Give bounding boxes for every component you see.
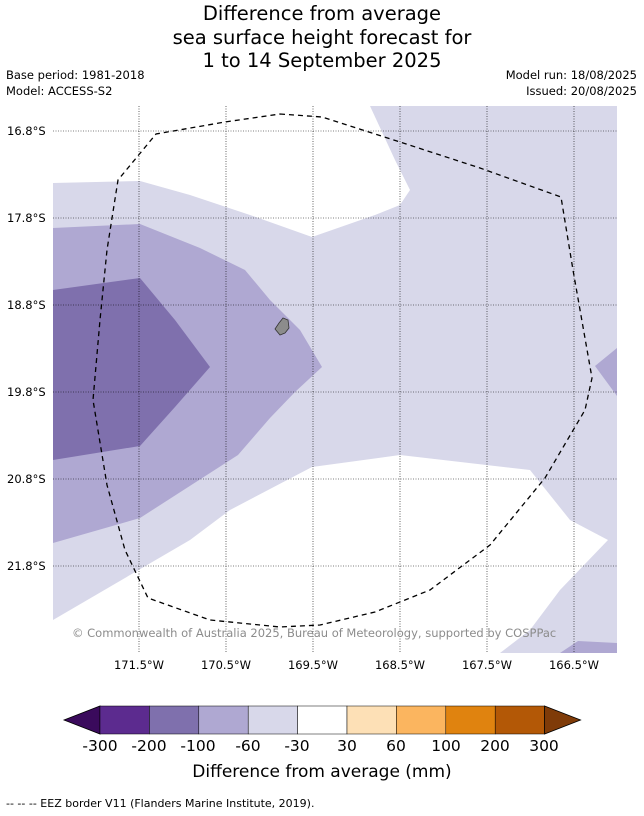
lat-label: 17.8°S: [7, 211, 46, 225]
colorbar-tick: -200: [131, 737, 167, 755]
base-period: Base period: 1981-2018: [6, 68, 145, 82]
map-gridlines: [53, 106, 617, 653]
colorbar-tick: 300: [529, 737, 559, 755]
lon-label: 166.5°W: [548, 658, 600, 672]
lat-label: 21.8°S: [7, 559, 46, 573]
model-name: Model: ACCESS-S2: [6, 84, 113, 98]
colorbar-label: Difference from average (mm): [192, 762, 452, 782]
title-line-2: sea surface height forecast for: [172, 25, 472, 49]
colorbar-tick: -60: [235, 737, 261, 755]
contour-minus-100-to-200: [53, 278, 210, 460]
contour-minus-60-to-100-east: [595, 348, 617, 396]
title-line-1: Difference from average: [202, 2, 442, 25]
meta-left: Base period: 1981-2018 Model: ACCESS-S2: [6, 67, 145, 99]
lat-label: 18.8°S: [7, 298, 46, 312]
colorbar-segment: [396, 705, 447, 735]
colorbar-extend-high: [544, 705, 582, 735]
eez-footnote: -- -- -- EEZ border V11 (Flanders Marine…: [6, 797, 315, 810]
colorbar-tick: 100: [431, 737, 461, 755]
lon-label: 167.5°W: [461, 658, 513, 672]
lat-label: 19.8°S: [7, 385, 46, 399]
contour-near-average-north: [53, 106, 410, 237]
island-niue: [274, 317, 290, 336]
lon-label: 168.5°W: [374, 658, 426, 672]
colorbar-tick: 60: [386, 737, 406, 755]
colorbar-segment: [247, 705, 298, 735]
colorbar-segment: [494, 705, 545, 735]
colorbar-segment: [149, 705, 200, 735]
eez-border: [92, 113, 593, 628]
colorbar-tick: -30: [284, 737, 310, 755]
colorbar-extend-low: [62, 705, 101, 735]
map-title: Difference from average sea surface heig…: [0, 2, 644, 73]
colorbar-segment: [445, 705, 496, 735]
title-line-3: 1 to 14 September 2025: [202, 49, 442, 72]
colorbar-segment: [198, 705, 249, 735]
lon-label: 170.5°W: [200, 658, 252, 672]
issued-date: Issued: 20/08/2025: [526, 84, 637, 98]
colorbar-tick: -300: [82, 737, 118, 755]
colorbar-segment: [297, 705, 348, 735]
copyright-notice: © Commonwealth of Australia 2025, Bureau…: [72, 626, 557, 640]
lon-label: 171.5°W: [113, 658, 165, 672]
lat-label: 16.8°S: [7, 124, 46, 138]
colorbar-segment: [346, 705, 397, 735]
lon-label: 169.5°W: [287, 658, 339, 672]
colorbar-tick: 30: [337, 737, 357, 755]
meta-right: Model run: 18/08/2025 Issued: 20/08/2025: [506, 67, 637, 99]
lat-label: 20.8°S: [7, 472, 46, 486]
colorbar-tick: -100: [180, 737, 216, 755]
model-run: Model run: 18/08/2025: [505, 68, 637, 82]
colorbar-segment: [99, 705, 150, 735]
colorbar-tick: 200: [480, 737, 510, 755]
contour-near-average-south: [53, 455, 608, 653]
